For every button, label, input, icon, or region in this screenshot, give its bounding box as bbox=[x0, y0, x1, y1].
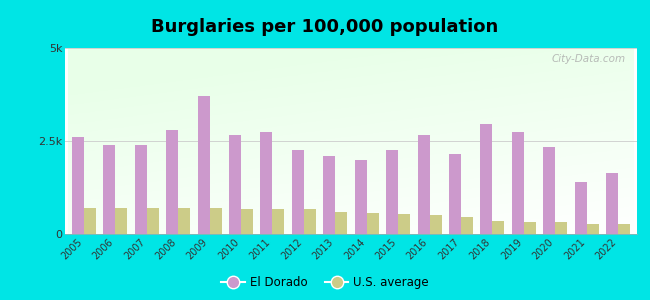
Text: Burglaries per 100,000 population: Burglaries per 100,000 population bbox=[151, 18, 499, 36]
Bar bbox=[512, 132, 524, 234]
Bar bbox=[335, 212, 347, 234]
Bar bbox=[135, 145, 147, 234]
Bar bbox=[147, 208, 159, 234]
Bar bbox=[618, 224, 630, 234]
Bar bbox=[84, 208, 96, 234]
Legend: El Dorado, U.S. average: El Dorado, U.S. average bbox=[216, 272, 434, 294]
Bar bbox=[261, 132, 272, 234]
Bar bbox=[355, 160, 367, 234]
Bar bbox=[606, 172, 618, 234]
Bar bbox=[103, 145, 115, 234]
Bar bbox=[166, 130, 178, 234]
Bar bbox=[272, 209, 284, 234]
Bar bbox=[72, 137, 84, 234]
Bar bbox=[587, 224, 599, 234]
Bar bbox=[524, 223, 536, 234]
Bar bbox=[386, 150, 398, 234]
Bar bbox=[292, 150, 304, 234]
Bar bbox=[418, 135, 430, 234]
Bar bbox=[241, 209, 253, 234]
Bar bbox=[304, 209, 316, 234]
Bar bbox=[209, 208, 222, 234]
Bar bbox=[178, 208, 190, 234]
Bar bbox=[367, 213, 379, 234]
Bar bbox=[493, 221, 504, 234]
Bar bbox=[430, 215, 441, 234]
Bar bbox=[543, 147, 555, 234]
Text: City-Data.com: City-Data.com bbox=[551, 54, 625, 64]
Bar bbox=[323, 156, 335, 234]
Bar bbox=[461, 217, 473, 234]
Bar bbox=[449, 154, 461, 234]
Bar bbox=[115, 208, 127, 234]
Bar bbox=[198, 96, 209, 234]
Bar bbox=[575, 182, 587, 234]
Bar bbox=[480, 124, 493, 234]
Bar bbox=[398, 214, 410, 234]
Bar bbox=[555, 223, 567, 234]
Bar bbox=[229, 135, 241, 234]
